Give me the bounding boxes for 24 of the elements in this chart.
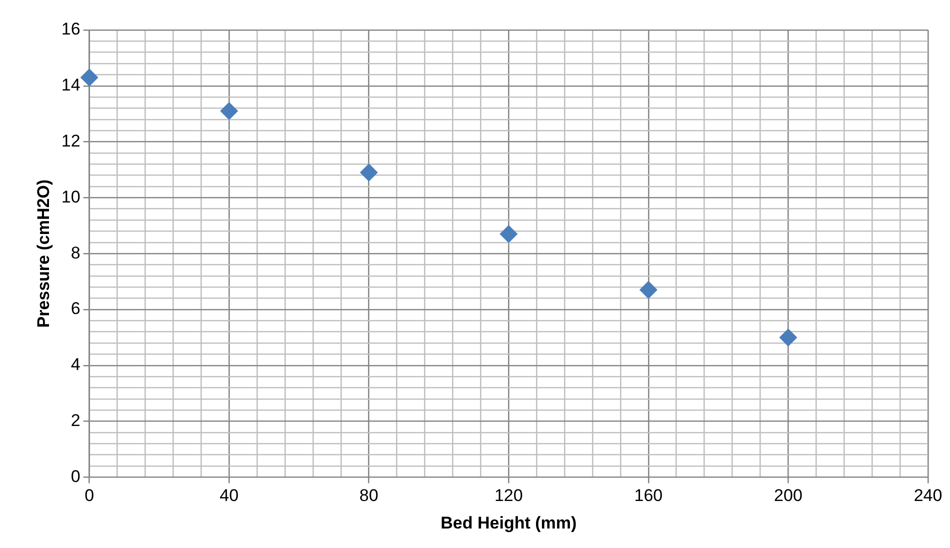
point	[360, 164, 378, 182]
x-tick-label: 200	[774, 486, 802, 506]
y-axis-title: Pressure (cmH2O)	[34, 179, 53, 328]
y-tick-label: 2	[70, 410, 80, 430]
y-tick-label: 4	[70, 355, 80, 374]
x-tick-label: 40	[220, 486, 239, 506]
point	[220, 102, 238, 120]
y-tick-label: 0	[70, 466, 80, 486]
x-tick-label: 0	[84, 486, 94, 506]
point	[639, 280, 658, 299]
y-tick-label: 10	[61, 187, 80, 206]
y-tick-label: 6	[70, 299, 80, 318]
point	[500, 225, 518, 244]
y-tick-label: 14	[61, 76, 80, 95]
y-tick-label: 8	[70, 243, 80, 262]
x-axis-title: Bed Height (mm)	[440, 513, 577, 532]
point	[80, 68, 98, 87]
x-tick-label: 120	[494, 486, 523, 506]
x-tick-label: 80	[359, 486, 378, 506]
y-tick-label: 12	[61, 131, 80, 150]
x-tick-label: 240	[914, 486, 942, 506]
x-tick-label: 160	[634, 486, 663, 506]
point	[779, 328, 798, 346]
y-tick-label: 16	[61, 20, 80, 39]
